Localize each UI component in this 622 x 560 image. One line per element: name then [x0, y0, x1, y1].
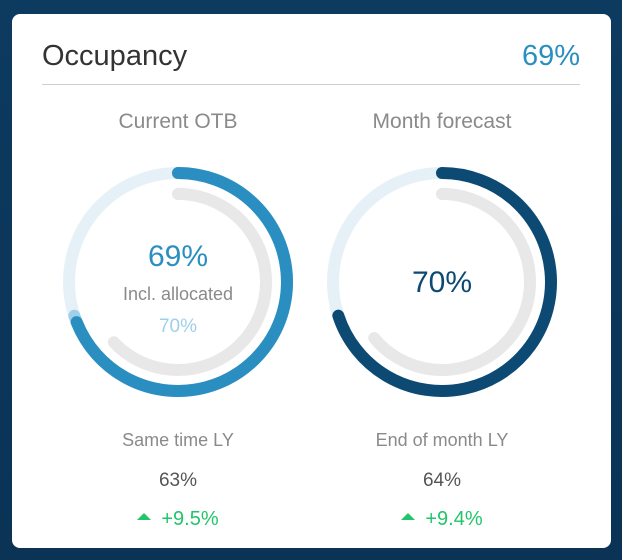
- month-forecast-value: 70%: [411, 266, 473, 299]
- current-otb-panel: Current OTB 69% Incl. allocated 70% Same…: [46, 110, 310, 530]
- month-forecast-donut: [327, 167, 557, 397]
- current-delta-value: +9.5%: [161, 508, 219, 530]
- divider: [42, 84, 580, 85]
- current-otb-gauge: 69% Incl. allocated 70%: [58, 162, 298, 402]
- occupancy-card: Occupancy 69% Current OTB 69% Incl. allo…: [12, 14, 611, 548]
- forecast-delta-value: +9.4%: [425, 508, 483, 530]
- same-time-ly-label: Same time LY: [122, 430, 234, 450]
- current-otb-value: 69%: [147, 240, 209, 273]
- same-time-ly-arc: [107, 188, 272, 376]
- end-of-month-ly-value: 64%: [422, 470, 462, 491]
- allocated-label: Incl. allocated: [122, 284, 234, 304]
- triangle-up-icon: [137, 513, 152, 521]
- occupancy-total: 69%: [521, 40, 580, 72]
- end-of-month-ly-arc: [368, 188, 536, 376]
- card-title: Occupancy: [42, 40, 188, 72]
- current-otb-arc: [70, 167, 293, 397]
- same-time-ly-value: 63%: [158, 470, 198, 491]
- allocated-value: 70%: [158, 316, 198, 337]
- current-otb-label: Current OTB: [118, 110, 238, 133]
- forecast-delta: +9.4%: [310, 508, 574, 531]
- current-delta: +9.5%: [46, 508, 310, 531]
- end-of-month-ly-label: End of month LY: [375, 430, 509, 450]
- month-forecast-panel: Month forecast 70% End of month LY 64% +…: [310, 110, 574, 530]
- month-forecast-gauge: 70%: [322, 162, 562, 402]
- current-otb-donut: [63, 167, 293, 397]
- triangle-up-icon: [401, 513, 416, 521]
- month-forecast-arc: [332, 167, 557, 397]
- month-forecast-label: Month forecast: [372, 110, 512, 133]
